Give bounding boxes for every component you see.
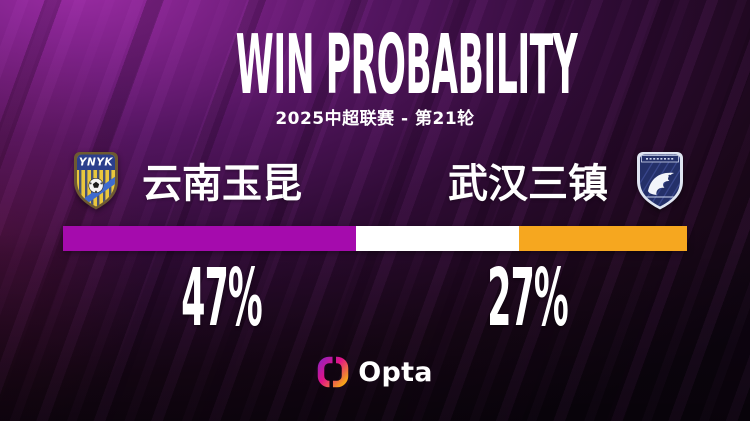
away-win-probability-value: 27% bbox=[487, 252, 569, 344]
probability-bar bbox=[63, 226, 687, 251]
opta-wordmark: Opta bbox=[358, 356, 433, 388]
page-title: WIN PROBABILITY bbox=[0, 25, 750, 107]
bar-segment-2 bbox=[518, 226, 687, 251]
away-team-crest-icon bbox=[637, 152, 683, 210]
opta-logo-icon bbox=[317, 356, 349, 388]
bar-segment-1 bbox=[356, 226, 519, 251]
home-team-name: 云南玉昆 bbox=[142, 161, 302, 207]
home-win-probability-value: 47% bbox=[181, 252, 263, 344]
home-team-crest-icon: YNYK bbox=[74, 152, 118, 210]
competition-subtitle: 2025中超联赛 - 第21轮 bbox=[275, 109, 475, 129]
away-team-name: 武汉三镇 bbox=[448, 161, 608, 207]
page-title-text: WIN PROBABILITY bbox=[235, 18, 578, 113]
bar-segment-0 bbox=[63, 226, 357, 251]
footer-brand: Opta bbox=[0, 354, 750, 390]
away-win-probability: 27% bbox=[369, 259, 687, 338]
home-win-probability: 47% bbox=[63, 259, 381, 338]
home-crest-initials: YNYK bbox=[79, 157, 113, 169]
